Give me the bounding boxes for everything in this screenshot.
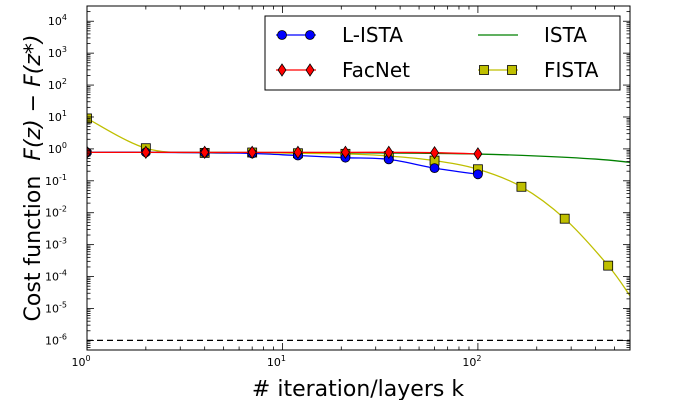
marker-fista-10 (559, 213, 570, 224)
y-tick-label: 10-1 (45, 173, 67, 188)
y-tick-label: 10-6 (45, 332, 67, 347)
y-tick-label: 104 (48, 13, 67, 28)
x-tick-label: 101 (267, 354, 286, 369)
legend-entry-fista: FISTA (478, 58, 599, 82)
y-tick-label: 10-3 (45, 237, 67, 252)
plot-area (87, 113, 630, 341)
legend-box (264, 15, 621, 91)
marker-fista-9 (516, 181, 527, 192)
marker-facnet-1 (141, 145, 151, 160)
legend-marker-fista (507, 65, 517, 75)
y-tick-label: 100 (48, 141, 67, 156)
svg-text:Cost function F(z) − F(z: Cost function F(z) − F(z*) (21, 35, 46, 322)
legend-entry-facnet: FacNet (276, 58, 410, 82)
series-facnet (87, 145, 483, 161)
y-axis-label: Cost function F(z) − F(z*) (21, 35, 46, 322)
y-tick-label: 101 (48, 109, 67, 124)
legend-label-l-ista: L-ISTA (342, 23, 403, 47)
x-axis-label: # iteration/layers k (252, 377, 464, 400)
legend-label-ista: ISTA (544, 23, 587, 47)
y-tick-label: 10-2 (45, 205, 67, 220)
legend: L-ISTA ISTA FacNet FISTA (264, 15, 621, 91)
y-tick-label: 10-5 (45, 300, 67, 315)
legend-label-fista: FISTA (544, 58, 599, 82)
y-axis-label-text: Cost function (21, 176, 46, 322)
marker-fista-11 (603, 260, 614, 271)
series-fista (87, 113, 630, 297)
marker-facnet-2 (200, 145, 210, 160)
y-tick-label: 10-4 (45, 269, 67, 284)
legend-marker-fista (479, 65, 489, 75)
marker-facnet-4 (293, 145, 303, 160)
legend-label-facnet: FacNet (342, 58, 410, 82)
axes: 100 101 102 10-6 10-5 10-4 10-3 10-2 10-1 100 101 1… (45, 5, 631, 369)
marker-facnet-6 (384, 145, 394, 160)
legend-marker-l-ista (277, 30, 287, 40)
series-line-fista (87, 117, 630, 297)
y-axis-label-math: F(z) − F(z*) (21, 35, 46, 161)
legend-entry-l-ista: L-ISTA (276, 23, 403, 47)
plot-frame (86, 5, 631, 351)
y-tick-label: 103 (48, 45, 67, 60)
x-tick-label: 102 (462, 354, 481, 369)
legend-entry-ista: ISTA (478, 23, 587, 47)
marker-facnet-7 (430, 145, 440, 160)
plot-content (87, 113, 630, 341)
marker-facnet-3 (247, 145, 257, 160)
y-tick-label: 102 (48, 77, 67, 92)
legend-marker-l-ista (305, 30, 315, 40)
legend-marker-facnet (277, 63, 287, 77)
legend-marker-facnet (305, 63, 315, 77)
marker-l-ista-8 (473, 169, 483, 180)
marker-facnet-5 (340, 145, 350, 160)
marker-facnet-8 (473, 147, 483, 161)
marker-l-ista-7 (429, 163, 440, 174)
x-tick-label: 100 (71, 354, 90, 369)
